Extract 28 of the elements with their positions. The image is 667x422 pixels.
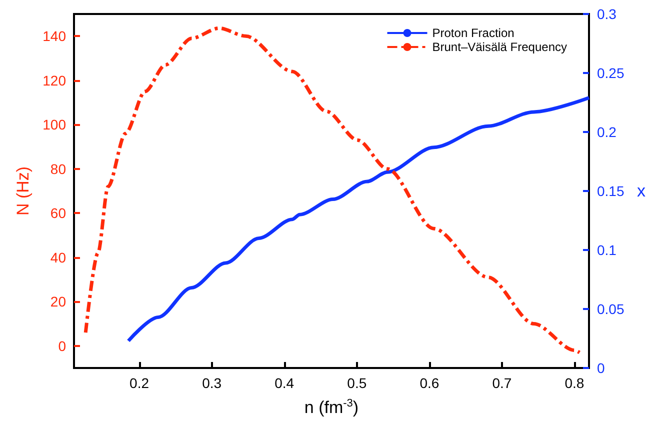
y2-axis-title: x — [637, 182, 646, 200]
x-tick-label: 0.2 — [130, 375, 150, 391]
y2-tick-label: 0 — [597, 360, 605, 376]
y-tick-label: 80 — [50, 160, 66, 177]
line-series — [126, 96, 591, 343]
legend-label: Proton Fraction — [432, 26, 514, 40]
x-tick-label: 0.7 — [492, 375, 512, 391]
y-tick-label: 0 — [58, 338, 66, 354]
y2-tick-label: 0.05 — [597, 301, 624, 317]
x-tick-label: 0.6 — [420, 375, 440, 391]
x-tick-label: 0.3 — [202, 375, 222, 391]
y-tick-label: 20 — [50, 294, 66, 310]
y-tick-label: 140 — [42, 28, 66, 44]
y-tick-label: 120 — [42, 72, 66, 88]
x-tick-label: 0.4 — [274, 375, 294, 391]
legend-label: Brunt–Väisälä Frequency — [432, 40, 568, 54]
y-tick-label: 100 — [42, 116, 66, 133]
y2-tick-label: 0.25 — [597, 65, 624, 81]
y-tick-label: 60 — [50, 205, 66, 222]
line-series — [84, 26, 582, 354]
y-tick-label: 40 — [50, 249, 66, 266]
y2-tick-label: 0.15 — [597, 183, 624, 199]
y2-tick-label: 0.3 — [597, 6, 617, 22]
y2-tick-label: 0.1 — [597, 242, 617, 258]
y-axis-title: N (Hz) — [14, 166, 33, 216]
x-tick-label: 0.5 — [347, 375, 367, 391]
x-tick-label: 0.8 — [564, 375, 584, 391]
y2-tick-label: 0.2 — [597, 124, 617, 140]
